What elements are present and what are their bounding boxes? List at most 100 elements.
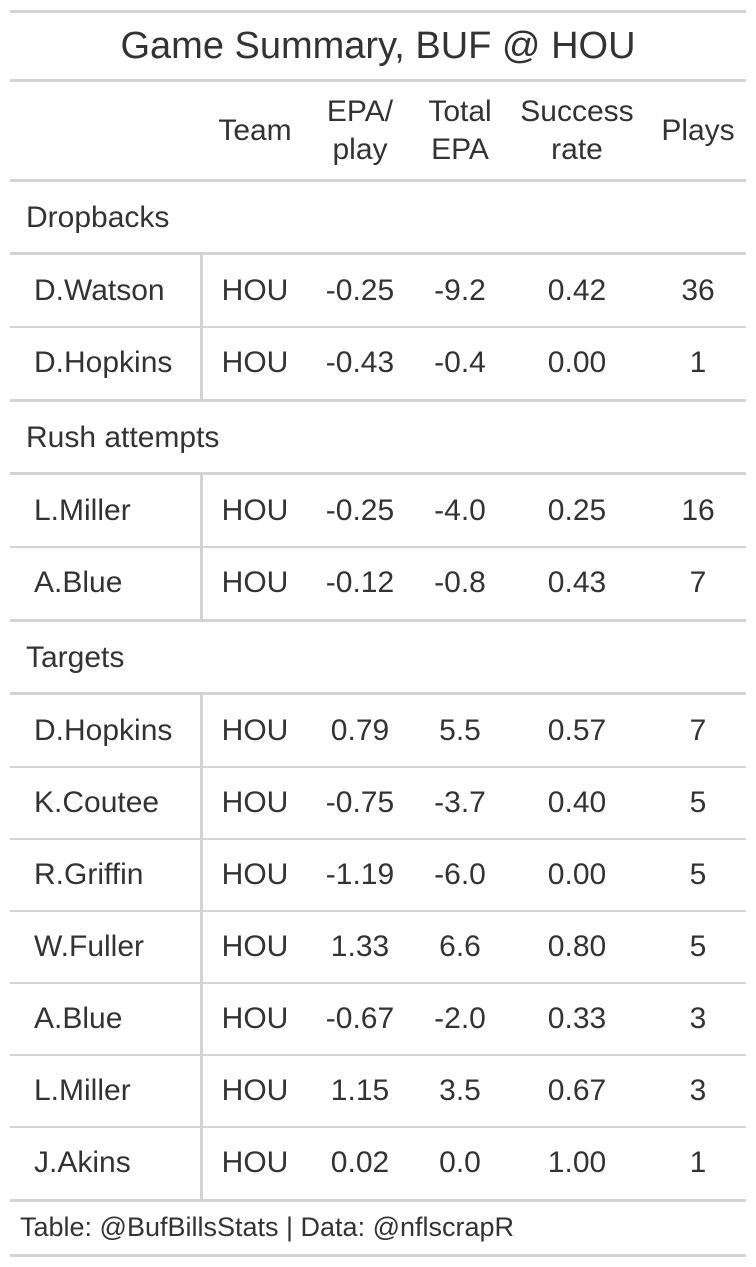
row-divider <box>10 910 746 912</box>
column-header-success-rate: Success rate <box>514 82 640 180</box>
table-row: L.Miller HOU -0.25 -4.0 0.25 16 <box>10 475 746 547</box>
row-divider <box>10 546 746 548</box>
column-header-total-epa: Total EPA <box>406 82 514 180</box>
stub-divider <box>200 695 203 1199</box>
group-label: Dropbacks <box>26 201 170 234</box>
group-bottom-divider <box>10 619 746 622</box>
top-rule <box>10 10 746 13</box>
table-footer: Table: @BufBillsStats | Data: @nflscrapR <box>20 1211 515 1242</box>
epa-play-cell: -0.75 <box>325 786 395 819</box>
epa-play-cell: -0.43 <box>325 346 395 379</box>
plays-cell: 3 <box>689 1074 707 1107</box>
epa-play-cell: 1.33 <box>330 930 390 963</box>
plays-cell: 5 <box>689 930 707 963</box>
total-epa-cell: -2.0 <box>434 1002 486 1035</box>
success-rate-cell: 0.43 <box>547 566 607 599</box>
table-row: J.Akins HOU 0.02 0.0 1.00 1 <box>10 1127 746 1199</box>
plays-cell: 36 <box>681 274 715 307</box>
row-divider <box>10 1054 746 1056</box>
row-divider <box>10 326 746 328</box>
team-cell: HOU <box>221 566 289 599</box>
row-divider <box>10 766 746 768</box>
table-row: R.Griffin HOU -1.19 -6.0 0.00 5 <box>10 839 746 911</box>
epa-play-cell: -0.12 <box>325 566 395 599</box>
table-row: K.Coutee HOU -0.75 -3.7 0.40 5 <box>10 767 746 839</box>
success-rate-cell: 0.57 <box>547 714 607 747</box>
team-cell: HOU <box>221 1146 289 1179</box>
epa-play-cell: -0.25 <box>325 494 395 527</box>
success-rate-cell: 0.00 <box>547 346 607 379</box>
team-cell: HOU <box>221 274 289 307</box>
player-name-cell: R.Griffin <box>34 858 144 891</box>
success-rate-cell: 1.00 <box>547 1146 607 1179</box>
success-rate-cell: 0.80 <box>547 930 607 963</box>
header-divider <box>10 179 746 182</box>
epa-play-cell: 0.79 <box>330 714 390 747</box>
column-header-epa-play: EPA/ play <box>314 82 406 180</box>
player-name-cell: D.Hopkins <box>34 346 173 379</box>
epa-play-cell: 1.15 <box>330 1074 390 1107</box>
epa-play-cell: -0.67 <box>325 1002 395 1035</box>
plays-cell: 16 <box>681 494 715 527</box>
bottom-rule <box>10 1254 746 1257</box>
title-divider <box>10 79 746 82</box>
total-epa-cell: -0.8 <box>434 566 486 599</box>
total-epa-cell: -4.0 <box>434 494 486 527</box>
column-header-epa-play-line1: EPA/ <box>326 95 394 128</box>
table-row: D.Hopkins HOU 0.79 5.5 0.57 7 <box>10 695 746 767</box>
team-cell: HOU <box>221 930 289 963</box>
plays-cell: 3 <box>689 1002 707 1035</box>
column-header-success-line2: rate <box>551 133 603 166</box>
table-row: W.Fuller HOU 1.33 6.6 0.80 5 <box>10 911 746 983</box>
player-name-cell: L.Miller <box>34 1074 131 1107</box>
epa-play-cell: -0.25 <box>325 274 395 307</box>
team-cell: HOU <box>221 1002 289 1035</box>
total-epa-cell: 3.5 <box>439 1074 481 1107</box>
success-rate-cell: 0.33 <box>547 1002 607 1035</box>
team-cell: HOU <box>221 858 289 891</box>
success-rate-cell: 0.67 <box>547 1074 607 1107</box>
total-epa-cell: -6.0 <box>434 858 486 891</box>
player-name-cell: J.Akins <box>34 1146 131 1179</box>
group-bottom-divider <box>10 1199 746 1202</box>
table-row: A.Blue HOU -0.67 -2.0 0.33 3 <box>10 983 746 1055</box>
team-cell: HOU <box>221 346 289 379</box>
table-title: Game Summary, BUF @ HOU <box>120 24 636 67</box>
stub-divider <box>200 475 203 619</box>
column-header-success-line1: Success <box>520 95 634 128</box>
team-cell: HOU <box>221 1074 289 1107</box>
epa-play-cell: 0.02 <box>330 1146 390 1179</box>
player-name-cell: A.Blue <box>34 1002 123 1035</box>
table-row: D.Watson HOU -0.25 -9.2 0.42 36 <box>10 255 746 327</box>
group-bottom-divider <box>10 399 746 402</box>
success-rate-cell: 0.42 <box>547 274 607 307</box>
group-divider <box>10 472 746 475</box>
success-rate-cell: 0.00 <box>547 858 607 891</box>
plays-cell: 5 <box>689 786 707 819</box>
epa-play-cell: -1.19 <box>325 858 395 891</box>
column-header-team: Team <box>196 82 314 180</box>
column-header-total-epa-line2: EPA <box>431 133 489 166</box>
player-name-cell: W.Fuller <box>34 930 145 963</box>
team-cell: HOU <box>221 494 289 527</box>
row-divider <box>10 982 746 984</box>
total-epa-cell: 5.5 <box>439 714 481 747</box>
total-epa-cell: 0.0 <box>439 1146 481 1179</box>
group-label: Rush attempts <box>26 421 220 454</box>
player-name-cell: A.Blue <box>34 566 123 599</box>
table-row: D.Hopkins HOU -0.43 -0.4 0.00 1 <box>10 327 746 399</box>
table-row: L.Miller HOU 1.15 3.5 0.67 3 <box>10 1055 746 1127</box>
team-cell: HOU <box>221 714 289 747</box>
plays-cell: 1 <box>689 346 707 379</box>
group-divider <box>10 692 746 695</box>
group-label: Targets <box>26 641 125 674</box>
stub-divider <box>200 255 203 399</box>
total-epa-cell: -9.2 <box>434 274 486 307</box>
success-rate-cell: 0.40 <box>547 786 607 819</box>
group-divider <box>10 252 746 255</box>
table-row: A.Blue HOU -0.12 -0.8 0.43 7 <box>10 547 746 619</box>
row-divider <box>10 838 746 840</box>
plays-cell: 1 <box>689 1146 707 1179</box>
plays-cell: 7 <box>689 714 707 747</box>
column-header-plays: Plays <box>640 82 756 180</box>
